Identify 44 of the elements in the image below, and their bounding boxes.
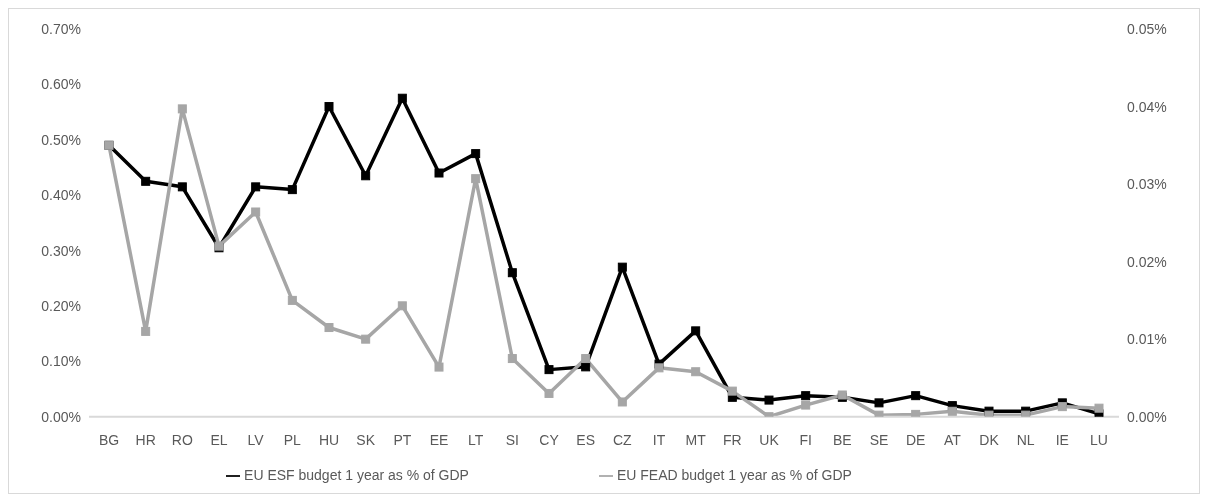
y-tick-label: 0.40% <box>41 187 81 204</box>
x-tick-label: DE <box>905 431 926 448</box>
x-tick-label: MT <box>685 431 707 448</box>
x-tick-label: NL <box>1016 431 1035 448</box>
y-tick-label: 0.60% <box>41 76 81 93</box>
x-tick-label: DK <box>979 431 1000 448</box>
x-tick-label: BG <box>98 431 120 448</box>
y2-tick-label: 0.03% <box>1127 176 1167 193</box>
y-tick-label: 0.50% <box>41 131 81 148</box>
y-tick-label: 0.00% <box>41 408 81 425</box>
y2-tick-label: 0.04% <box>1127 98 1167 115</box>
x-tick-label: IT <box>652 431 666 448</box>
x-tick-label: SK <box>356 431 376 448</box>
x-tick-label: HR <box>135 431 156 448</box>
x-tick-label: CY <box>539 431 560 448</box>
y2-tick-label: 0.00% <box>1127 408 1167 425</box>
y2-tick-label: 0.02% <box>1127 253 1167 270</box>
x-tick-label: PT <box>393 431 412 448</box>
x-tick-label: IE <box>1055 431 1069 448</box>
y-tick-label: 0.30% <box>41 242 81 259</box>
x-tick-label: FI <box>799 431 812 448</box>
x-tick-label: HU <box>318 431 340 448</box>
x-tick-label: AT <box>943 431 962 448</box>
y-tick-label: 0.70% <box>41 20 81 37</box>
x-tick-label: LT <box>468 431 484 448</box>
y-tick-label: 0.10% <box>41 353 81 370</box>
x-tick-label: UK <box>759 431 780 448</box>
y2-tick-label: 0.01% <box>1127 331 1167 348</box>
x-tick-label: SI <box>505 431 519 448</box>
x-tick-label: CZ <box>613 431 633 448</box>
y-tick-label: 0.20% <box>41 297 81 314</box>
legend-label: EU ESF budget 1 year as % of GDP <box>244 466 469 483</box>
x-tick-label: LU <box>1090 431 1108 448</box>
x-tick-label: FR <box>723 431 742 448</box>
y2-tick-label: 0.05% <box>1127 20 1167 37</box>
x-tick-label: SE <box>869 431 889 448</box>
x-tick-label: ES <box>576 431 596 448</box>
legend-label: EU FEAD budget 1 year as % of GDP <box>616 466 852 483</box>
x-tick-label: LV <box>247 431 265 448</box>
x-tick-label: RO <box>171 431 193 448</box>
x-tick-label: EL <box>210 431 228 448</box>
x-tick-label: PL <box>283 431 302 448</box>
x-tick-label: EE <box>429 431 449 448</box>
x-tick-label: BE <box>832 431 852 448</box>
